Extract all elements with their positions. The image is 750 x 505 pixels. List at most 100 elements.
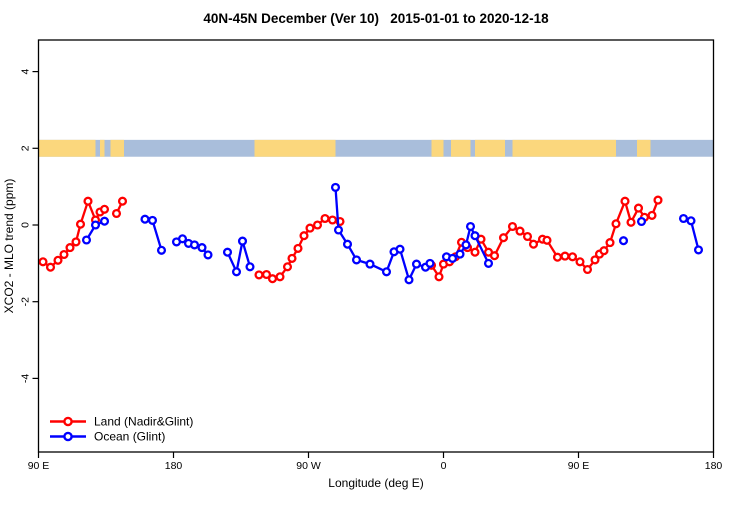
map-band: [38, 139, 714, 157]
legend-label: Land (Nadir&Glint): [94, 415, 193, 429]
data-point: [45, 262, 56, 272]
data-point: [53, 255, 63, 265]
data-point: [498, 233, 509, 243]
legend-marker-circle: [63, 416, 73, 427]
series-layer: [38, 182, 704, 285]
x-tick-label: 90 E: [568, 460, 590, 472]
data-point: [515, 226, 525, 236]
y-tick-label: 0: [20, 222, 32, 228]
data-point: [470, 247, 480, 257]
data-point: [465, 221, 476, 232]
data-point: [245, 262, 255, 272]
data-point: [351, 255, 362, 265]
data-point: [542, 235, 552, 245]
data-point: [647, 210, 657, 220]
map-band-land-segment: [38, 139, 96, 157]
data-point: [686, 216, 696, 226]
data-point: [330, 182, 341, 192]
data-point: [381, 267, 392, 277]
legend-label: Ocean (Glint): [94, 430, 165, 444]
data-point: [626, 217, 636, 227]
x-tick-label: 180: [165, 460, 183, 472]
data-point: [434, 272, 444, 282]
series-line: [226, 239, 252, 273]
map-band-land-segment: [637, 139, 651, 157]
data-point: [261, 269, 272, 280]
data-point: [287, 253, 297, 263]
data-point: [411, 259, 422, 269]
data-point: [147, 215, 158, 225]
data-point: [38, 257, 48, 267]
data-point: [222, 247, 233, 257]
map-band-land-segment: [512, 139, 616, 157]
series-line: [41, 200, 106, 269]
data-point: [59, 249, 69, 260]
plot-border: [37, 39, 715, 453]
data-point: [425, 258, 435, 268]
data-point: [177, 234, 188, 244]
data-point: [567, 252, 578, 262]
data-point: [470, 231, 480, 241]
data-point: [320, 213, 330, 224]
data-point: [342, 239, 353, 249]
data-point: [483, 258, 494, 268]
data-point: [81, 235, 92, 245]
data-point: [189, 240, 200, 250]
legend: Land (Nadir&Glint)Ocean (Glint): [50, 415, 193, 444]
y-tick-label: -2: [20, 297, 32, 306]
data-point: [620, 196, 630, 206]
data-point: [267, 274, 278, 284]
data-point: [282, 262, 293, 272]
data-point: [203, 250, 213, 260]
y-axis-label: XCO2 - MLO trend (ppm): [2, 179, 16, 314]
data-point: [299, 231, 309, 241]
data-point: [75, 219, 86, 229]
data-point: [489, 251, 500, 261]
y-tick-label: 2: [20, 145, 32, 151]
data-point: [461, 240, 471, 250]
data-point: [575, 257, 585, 267]
data-point: [365, 259, 375, 269]
data-point: [582, 264, 593, 275]
y-tick-label: -4: [20, 374, 32, 383]
chart-title: 40N-45N December (Ver 10) 2015-01-01 to …: [203, 11, 549, 26]
data-point: [618, 236, 629, 246]
map-band-land-segment: [451, 139, 471, 157]
data-point: [275, 272, 285, 282]
axes: 90 E 180 90 W 0 90 E 180 -4 -2 0 2 4: [20, 69, 723, 472]
data-point: [327, 215, 338, 225]
data-point: [528, 239, 539, 249]
data-point: [522, 231, 533, 242]
data-point: [140, 214, 150, 224]
data-point: [605, 238, 615, 248]
data-point: [653, 195, 663, 205]
data-point: [447, 253, 458, 263]
data-point: [254, 270, 264, 280]
x-tick-label: 180: [705, 460, 723, 472]
data-point: [333, 225, 344, 235]
data-point: [71, 237, 81, 247]
data-point: [83, 196, 93, 206]
data-point: [99, 204, 110, 214]
data-point: [693, 245, 704, 255]
map-band-land-segment: [110, 139, 124, 157]
data-point: [552, 252, 563, 262]
data-point: [636, 216, 647, 227]
map-band-land-segment: [475, 139, 505, 157]
data-point: [633, 203, 644, 213]
x-tick-label: 90 E: [28, 460, 50, 472]
x-axis-label: Longitude (deg E): [328, 476, 423, 490]
data-point: [231, 267, 242, 277]
data-point: [395, 244, 405, 254]
data-point: [156, 245, 167, 255]
data-point: [590, 255, 600, 265]
data-point: [293, 243, 303, 253]
map-band-land-segment: [431, 139, 444, 157]
data-point: [455, 249, 465, 259]
data-point: [404, 275, 414, 285]
data-point: [507, 221, 518, 232]
data-point: [599, 246, 609, 256]
x-tick-label: 90 W: [296, 460, 321, 472]
